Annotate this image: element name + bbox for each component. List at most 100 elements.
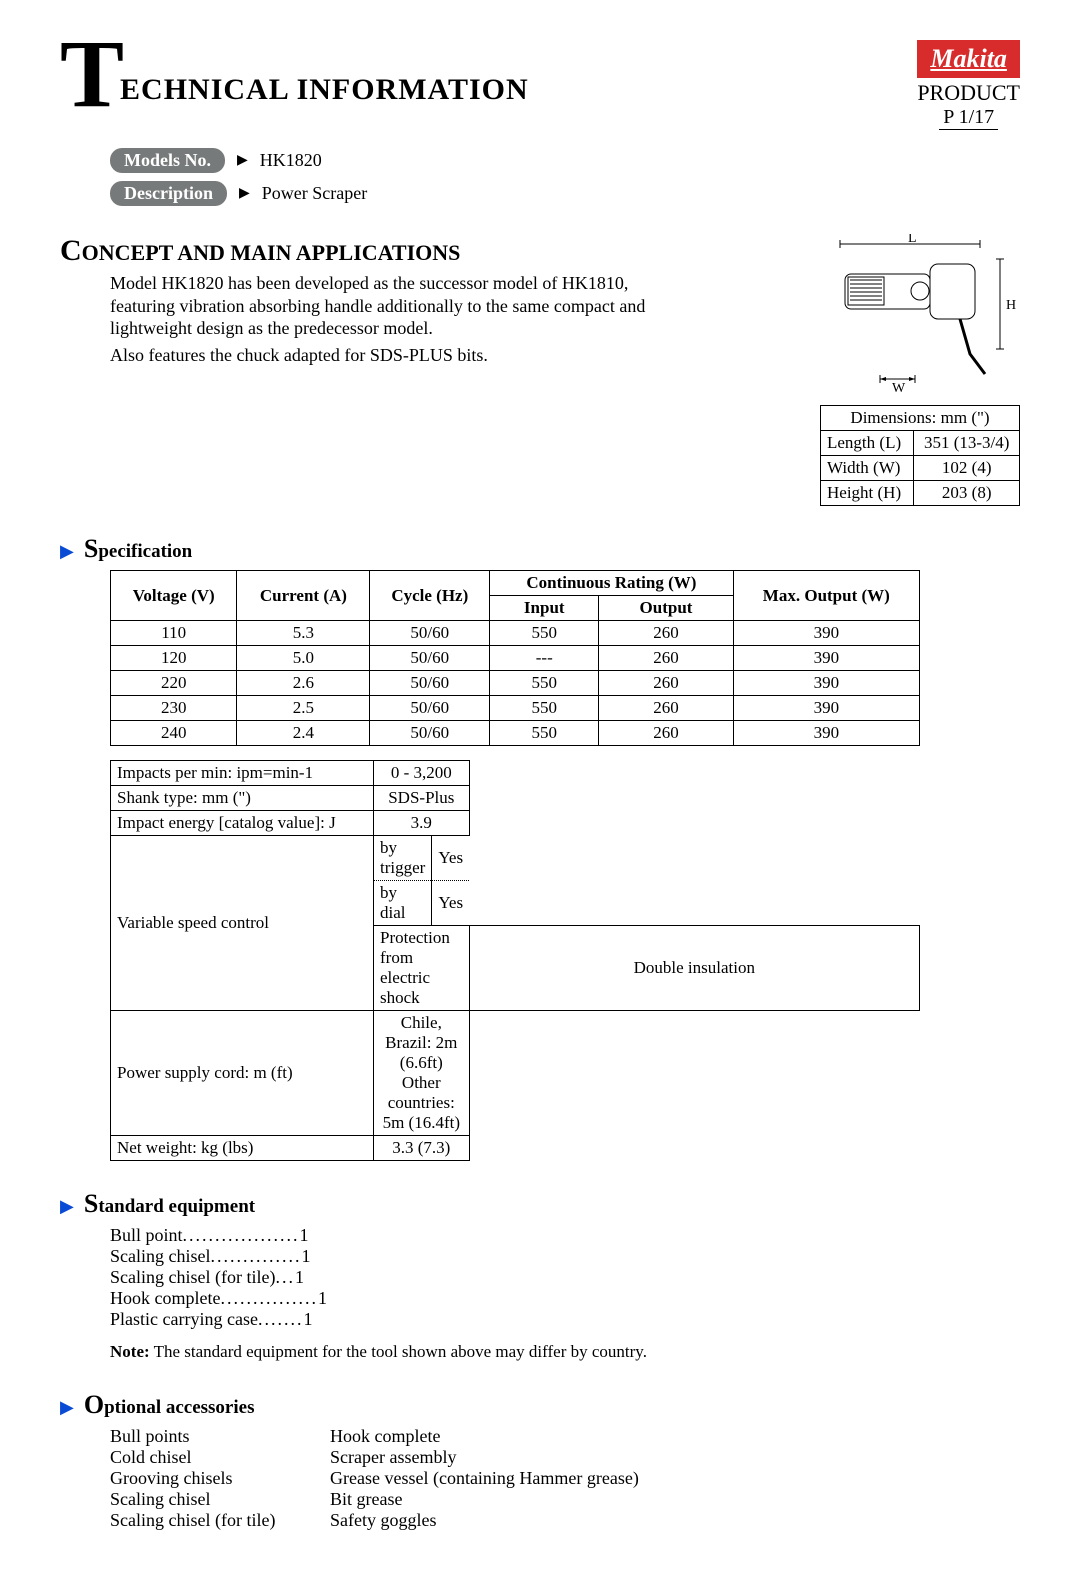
models-row: Models No. ▶ HK1820: [110, 148, 1020, 173]
concept-heading: CONCEPT AND MAIN APPLICATIONS: [60, 234, 820, 268]
opt-item: Cold chisel: [110, 1447, 300, 1468]
equip-qty: 1: [300, 1225, 309, 1246]
opt-item: Scraper assembly: [330, 1447, 639, 1468]
opt-col-1: Bull pointsCold chiselGrooving chiselsSc…: [110, 1426, 300, 1531]
table-cell: 390: [733, 721, 919, 746]
dim-header: Dimensions: mm ("): [821, 406, 1020, 431]
opt-item: Grooving chisels: [110, 1468, 300, 1489]
std-equip-list: Bull point .................. 1Scaling c…: [110, 1225, 1020, 1330]
dim-label-l: L: [908, 234, 917, 246]
note-text: The standard equipment for the tool show…: [154, 1342, 647, 1361]
spec2-value: 3.3 (7.3): [374, 1136, 470, 1161]
table-cell: 50/60: [370, 696, 490, 721]
description-text: Power Scraper: [262, 183, 367, 204]
arrow-icon: ▶: [237, 152, 248, 169]
spec2-label: Net weight: kg (lbs): [111, 1136, 374, 1161]
std-equip-note: Note: The standard equipment for the too…: [110, 1342, 1020, 1362]
models-badge: Models No.: [110, 148, 225, 173]
table-cell: 50/60: [370, 646, 490, 671]
opt-item: Hook complete: [330, 1426, 639, 1447]
blue-arrow-icon: ▶: [60, 541, 74, 562]
equip-qty: 1: [303, 1309, 312, 1330]
dim-cell: 351 (13-3/4): [914, 431, 1020, 456]
table-header: Voltage (V): [111, 571, 237, 621]
heading-rest: tandard equipment: [98, 1196, 255, 1217]
std-equip-heading-row: ▶ Standard equipment: [60, 1189, 1020, 1219]
table-cell: 260: [599, 621, 733, 646]
spec2-label: Variable speed control: [111, 836, 374, 1011]
equip-name: Plastic carrying case: [110, 1309, 258, 1330]
table-cell: 550: [490, 721, 599, 746]
dots: ..............: [210, 1246, 301, 1267]
heading-rest: ONCEPT AND MAIN APPLICATIONS: [82, 240, 461, 265]
opt-col-2: Hook completeScraper assemblyGrease vess…: [330, 1426, 639, 1531]
table-cell: 550: [490, 621, 599, 646]
description-badge: Description: [110, 181, 227, 206]
header-row: T ECHNICAL INFORMATION Makita PRODUCT P …: [60, 40, 1020, 130]
page-title-block: T ECHNICAL INFORMATION: [60, 40, 529, 107]
table-cell: ---: [490, 646, 599, 671]
heading-first: S: [84, 534, 98, 563]
table-cell: 260: [599, 696, 733, 721]
brand-logo: Makita: [917, 40, 1020, 78]
dim-label-w: W: [892, 381, 906, 394]
table-cell: 5.3: [237, 621, 370, 646]
spec2-sublabel: by dial: [374, 881, 432, 926]
concept-row: CONCEPT AND MAIN APPLICATIONS Model HK18…: [60, 234, 1020, 506]
model-number: HK1820: [260, 150, 322, 171]
description-row: Description ▶ Power Scraper: [110, 181, 1020, 206]
dim-cell: 203 (8): [914, 481, 1020, 506]
opt-item: Bull points: [110, 1426, 300, 1447]
table-cell: 220: [111, 671, 237, 696]
table-cell: 2.4: [237, 721, 370, 746]
spec2-value: Chile, Brazil: 2m (6.6ft)Other countries…: [374, 1011, 470, 1136]
blue-arrow-icon: ▶: [60, 1397, 74, 1418]
blue-arrow-icon: ▶: [60, 1196, 74, 1217]
spec2-label: Impact energy [catalog value]: J: [111, 811, 374, 836]
concept-text: CONCEPT AND MAIN APPLICATIONS Model HK18…: [60, 234, 820, 366]
table-header: Output: [599, 596, 733, 621]
table-cell: 550: [490, 671, 599, 696]
heading-first: C: [60, 234, 82, 267]
table-cell: 240: [111, 721, 237, 746]
equip-name: Scaling chisel (for tile): [110, 1267, 275, 1288]
heading-rest: ptional accessories: [104, 1397, 254, 1418]
dimensions-box: L H W Dimensions: mm (") Length (L)351 (…: [820, 234, 1020, 506]
dimensions-table: Dimensions: mm (") Length (L)351 (13-3/4…: [820, 405, 1020, 506]
page-number: P 1/17: [939, 106, 998, 130]
table-cell: 110: [111, 621, 237, 646]
equip-qty: 1: [295, 1267, 304, 1288]
spec2-sublabel: by trigger: [374, 836, 432, 881]
table-cell: 50/60: [370, 671, 490, 696]
table-header: Continuous Rating (W): [490, 571, 734, 596]
table-cell: 260: [599, 671, 733, 696]
spec2-value: SDS-Plus: [374, 786, 470, 811]
table-cell: 50/60: [370, 621, 490, 646]
table-cell: 2.6: [237, 671, 370, 696]
dots: ...: [275, 1267, 295, 1288]
dots: .......: [258, 1309, 304, 1330]
table-cell: 390: [733, 646, 919, 671]
dim-cell: Length (L): [821, 431, 914, 456]
dim-cell: Height (H): [821, 481, 914, 506]
opt-item: Bit grease: [330, 1489, 639, 1510]
equip-name: Hook complete: [110, 1288, 220, 1309]
table-cell: 260: [599, 646, 733, 671]
table-cell: 50/60: [370, 721, 490, 746]
arrow-icon: ▶: [239, 185, 250, 202]
spec2-value: 0 - 3,200: [374, 761, 470, 786]
table-cell: 2.5: [237, 696, 370, 721]
dim-cell: Width (W): [821, 456, 914, 481]
note-label: Note:: [110, 1342, 150, 1361]
logo-box: Makita PRODUCT P 1/17: [917, 40, 1020, 130]
spec2-value: 3.9: [374, 811, 470, 836]
spec-table: Voltage (V) Current (A) Cycle (Hz) Conti…: [110, 570, 920, 746]
heading-first: O: [84, 1390, 104, 1419]
dots: ..................: [183, 1225, 300, 1246]
product-label: PRODUCT: [917, 80, 1020, 106]
opt-acc-heading-row: ▶ Optional accessories: [60, 1390, 1020, 1420]
concept-para-1: Model HK1820 has been developed as the s…: [110, 272, 670, 340]
product-diagram: L H W: [820, 234, 1020, 394]
table-header: Max. Output (W): [733, 571, 919, 621]
opt-item: Grease vessel (containing Hammer grease): [330, 1468, 639, 1489]
